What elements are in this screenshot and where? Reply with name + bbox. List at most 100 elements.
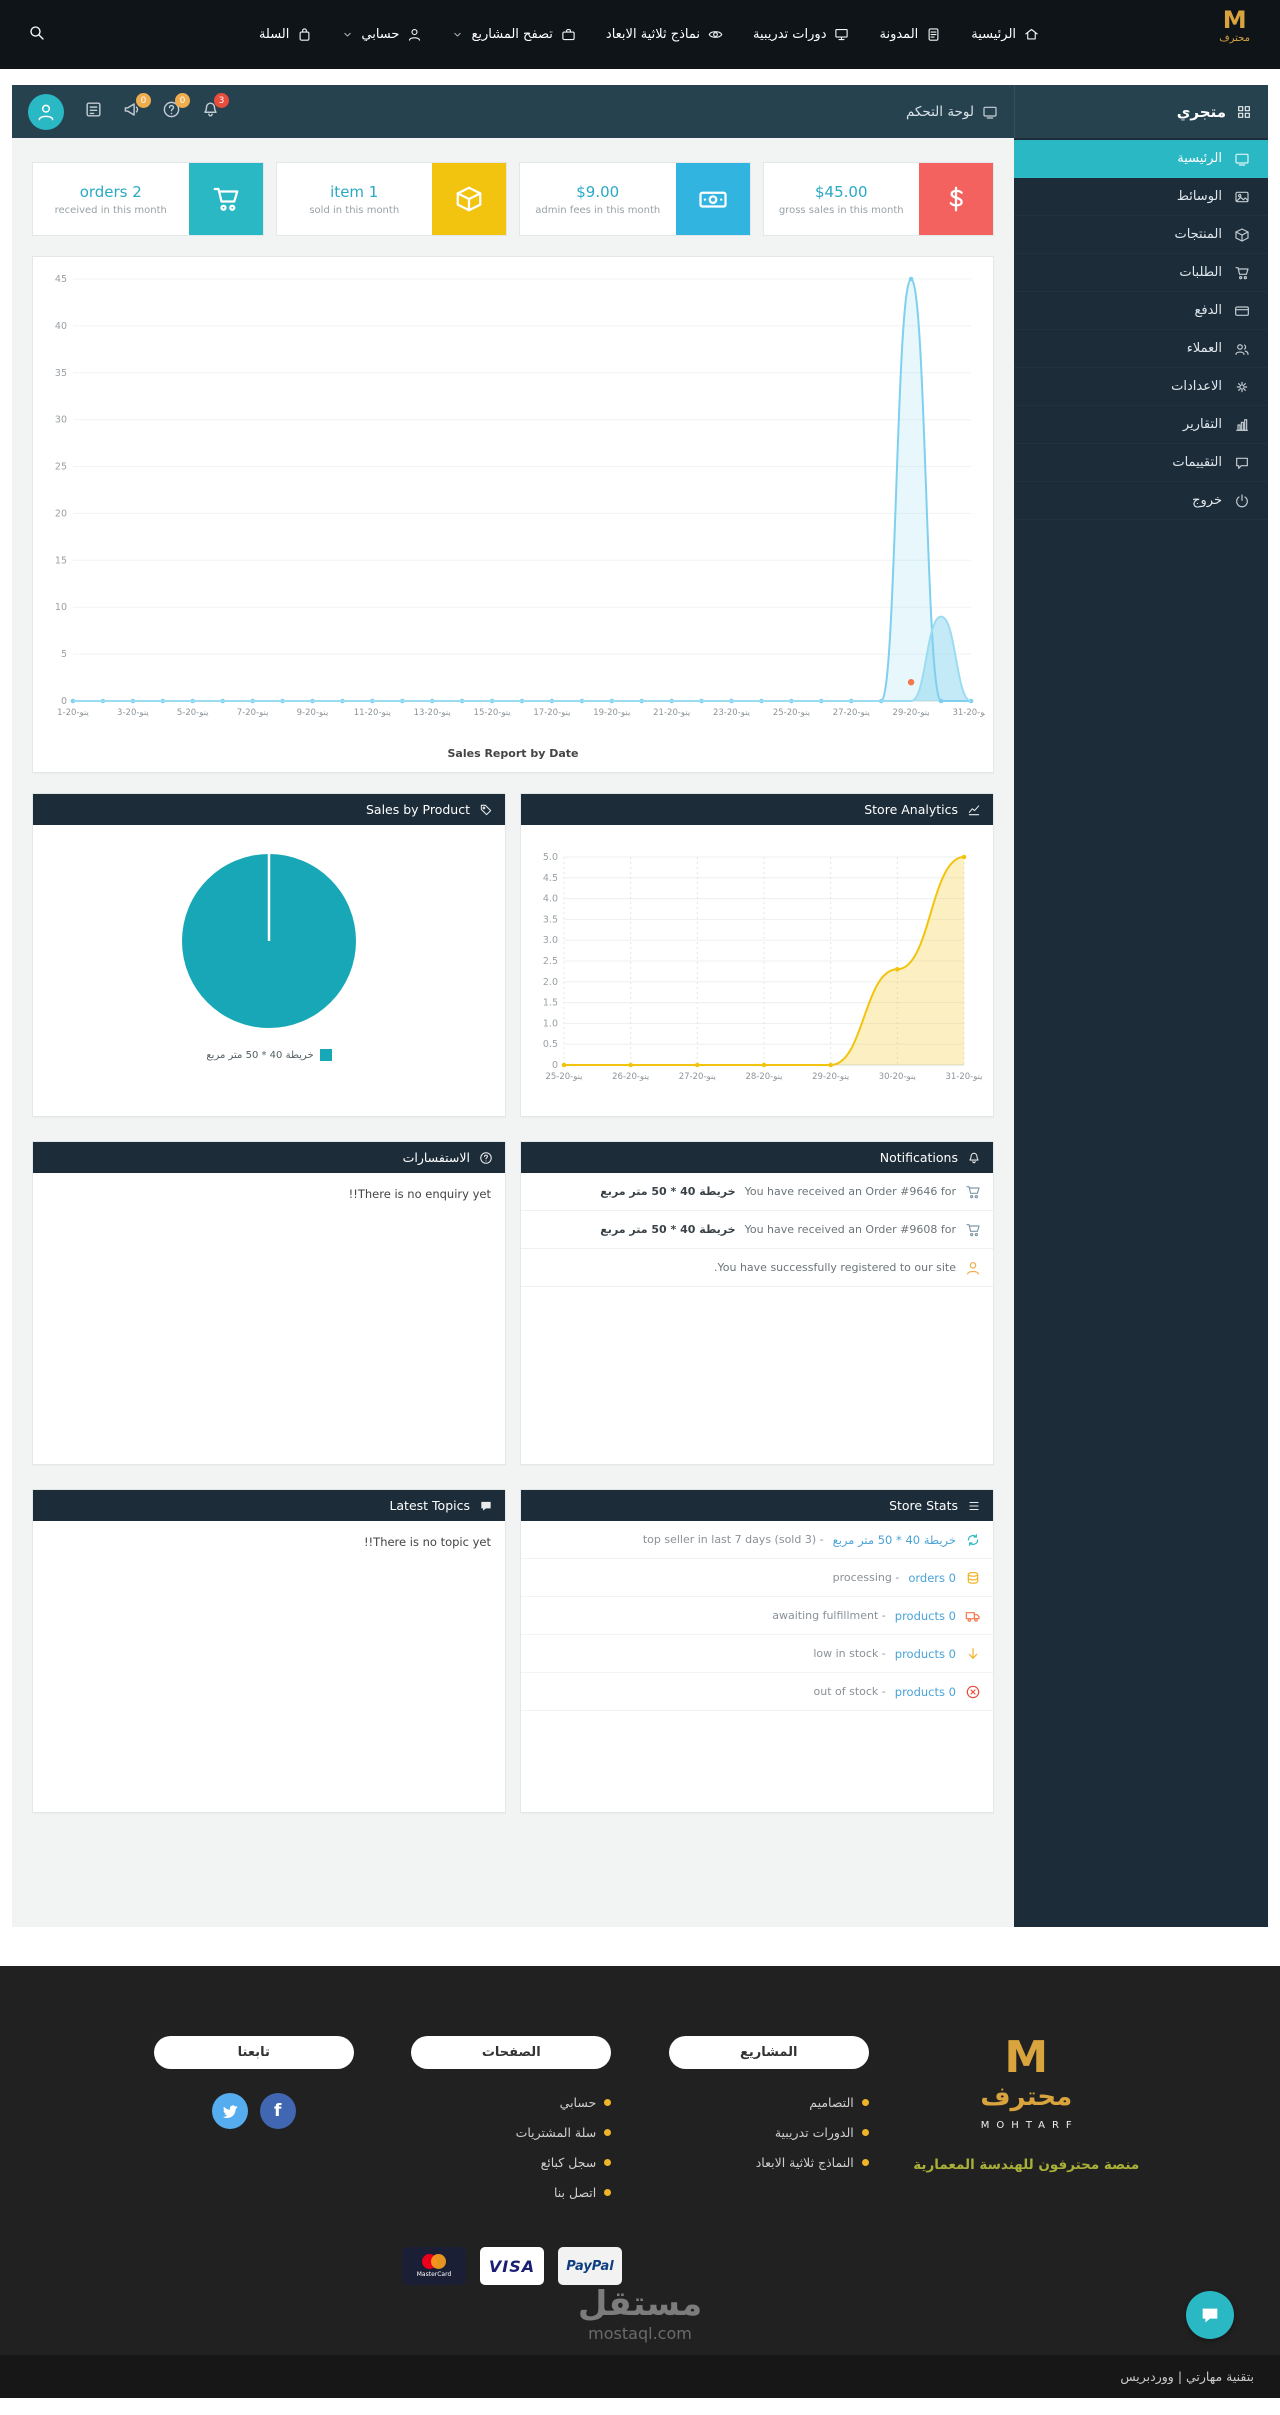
footer-link[interactable]: التصاميم (669, 2087, 869, 2117)
cart-icon (965, 1222, 981, 1238)
store-stat-link[interactable]: خريطة 40 * 50 متر مربع (832, 1532, 956, 1547)
footer-link-label: سلة المشتريات (515, 2124, 597, 2140)
store-stat-link[interactable]: 0 products (894, 1684, 956, 1699)
svg-text:1-ينو-20: 1-ينو-20 (57, 708, 89, 718)
bell-icon (967, 1151, 981, 1165)
chat-button[interactable] (1186, 2291, 1234, 2339)
store-name-label: متجري (1176, 102, 1226, 121)
stat-card[interactable]: $9.00 admin fees in this month (519, 162, 751, 236)
users-icon (1234, 341, 1250, 357)
footer-link[interactable]: حسابي (411, 2087, 612, 2117)
svg-text:4.5: 4.5 (543, 872, 558, 883)
sidebar-item[interactable]: الطلبات (1014, 254, 1268, 292)
sidebar-item[interactable]: التقارير (1014, 406, 1268, 444)
footer-logo-name: محترف (980, 2082, 1073, 2112)
header-icon-button[interactable]: 0 (123, 93, 151, 123)
svg-text:0: 0 (552, 1060, 558, 1071)
footer-logo-mark: M (1004, 2032, 1049, 2083)
nav-item-label: الرئيسية (971, 27, 1017, 42)
notifications-list: You have received an Order #9646 for خري… (521, 1173, 993, 1464)
stat-card[interactable]: $45.00 gross sales in this month (762, 162, 994, 236)
nav-item[interactable]: حسابي (342, 27, 422, 42)
nav-item[interactable]: دورات تدريبية (753, 27, 849, 42)
store-stat-link[interactable]: 0 products (894, 1646, 956, 1661)
store-stat-link[interactable]: 0 products (894, 1608, 956, 1623)
main-menu: الرئيسية المدونة دورات تدريبية نماذج ثلا… (259, 27, 1039, 42)
footer-link[interactable]: سجل كبائع (411, 2147, 612, 2177)
twitter-button[interactable] (211, 2093, 248, 2129)
svg-text:5-ينو-20: 5-ينو-20 (177, 708, 209, 718)
svg-text:29-ينو-20: 29-ينو-20 (893, 708, 931, 718)
svg-text:21-ينو-20: 21-ينو-20 (653, 708, 691, 718)
sidebar-item[interactable]: خروج (1014, 482, 1268, 520)
store-stat-text: - awaiting fulfillment (772, 1609, 886, 1622)
sidebar-item[interactable]: الوسائط (1014, 178, 1268, 216)
footer-link[interactable]: سلة المشتريات (411, 2117, 612, 2147)
site-logo[interactable]: M محترف (1219, 8, 1250, 44)
header-icon-button[interactable]: 3 (201, 93, 229, 123)
paypal-badge: PayPal (558, 2247, 622, 2285)
sidebar-item[interactable]: الرئيسية (1014, 140, 1268, 178)
panel-title: Store Analytics (864, 802, 958, 817)
svg-text:19-ينو-20: 19-ينو-20 (593, 708, 631, 718)
sidebar-item[interactable]: التقييمات (1014, 444, 1268, 482)
footer-link-label: النماذج ثلاثية الابعاد (755, 2154, 854, 2170)
stat-card[interactable]: item 1 sold in this month (275, 162, 507, 236)
header-icon-button[interactable] (84, 100, 103, 123)
banknote-icon (675, 163, 750, 235)
panel-header: الاستفسارات (33, 1142, 505, 1173)
facebook-button[interactable]: f (259, 2093, 296, 2129)
tag-icon (479, 803, 493, 817)
store-stat-text: - processing (832, 1571, 900, 1584)
question-icon (162, 100, 181, 119)
sales-report-chart: 0 5 10 15 20 25 30 35 40 45 1-ينو-20 3-ينو-20 5-ينو-… (55, 274, 990, 718)
nav-item[interactable]: السلة (259, 27, 312, 42)
analytics-icon (967, 803, 981, 817)
footer-link-label: التصاميم (809, 2094, 854, 2110)
svg-text:25-ينو-20: 25-ينو-20 (773, 708, 811, 718)
sidebar-item-label: الرئيسية (1177, 151, 1222, 166)
nav-item[interactable]: الرئيسية (971, 27, 1039, 42)
sidebar-item-label: الاعدادات (1171, 379, 1222, 394)
empty-message: There is no enquiry yet!! (348, 1187, 491, 1201)
watermark: مستقل mostaql.com (0, 2284, 1280, 2343)
sidebar-item[interactable]: الدفع (1014, 292, 1268, 330)
store-stat-row: 0 orders - processing (521, 1559, 993, 1597)
notification-row[interactable]: You have successfully registered to our … (521, 1249, 993, 1287)
sidebar-item[interactable]: المنتجات (1014, 216, 1268, 254)
header-icon-button[interactable]: 0 (162, 93, 190, 123)
nav-item[interactable]: نماذج ثلاثية الابعاد (606, 27, 723, 42)
svg-text:3.5: 3.5 (543, 914, 558, 925)
svg-text:25-ينو-20: 25-ينو-20 (545, 1072, 583, 1082)
footer-link[interactable]: اتصل بنا (411, 2177, 612, 2207)
truck-icon (965, 1608, 981, 1624)
notification-text: You have received an Order #9646 for (744, 1185, 956, 1198)
store-stat-text: - top seller in last 7 days (sold 3) (642, 1533, 824, 1546)
twitter-icon (221, 2102, 239, 2120)
stat-label: gross sales in this month (778, 204, 904, 216)
chat-bubble-icon (1199, 2304, 1221, 2326)
sidebar-item[interactable]: العملاء (1014, 330, 1268, 368)
dashboard-content: orders 2 received in this month item 1 s… (12, 138, 1014, 1927)
search-button[interactable] (28, 24, 46, 46)
panel-title: Store Stats (889, 1498, 958, 1513)
nav-item[interactable]: المدونة (879, 27, 941, 42)
user-avatar[interactable] (28, 93, 64, 130)
stat-label: sold in this month (309, 204, 400, 216)
notification-row[interactable]: You have received an Order #9608 for خري… (521, 1211, 993, 1249)
stat-card[interactable]: orders 2 received in this month (32, 162, 264, 236)
legend-swatch (319, 1049, 332, 1061)
footer-link[interactable]: النماذج ثلاثية الابعاد (669, 2147, 869, 2177)
dashboard-icon (982, 104, 998, 120)
sidebar-item[interactable]: الاعدادات (1014, 368, 1268, 406)
stat-value: orders 2 (79, 182, 142, 201)
panel-title: Latest Topics (389, 1498, 470, 1513)
bag-icon (297, 27, 312, 42)
user-icon (965, 1260, 981, 1276)
nav-item[interactable]: تصفح المشاريع (452, 27, 575, 42)
store-stat-link[interactable]: 0 orders (908, 1570, 956, 1585)
notification-product: خريطة 40 * 50 متر مربع (600, 1185, 736, 1198)
image-icon (1234, 189, 1250, 205)
footer-link[interactable]: الدورات تدريبية (669, 2117, 869, 2147)
notification-row[interactable]: You have received an Order #9646 for خري… (521, 1173, 993, 1211)
